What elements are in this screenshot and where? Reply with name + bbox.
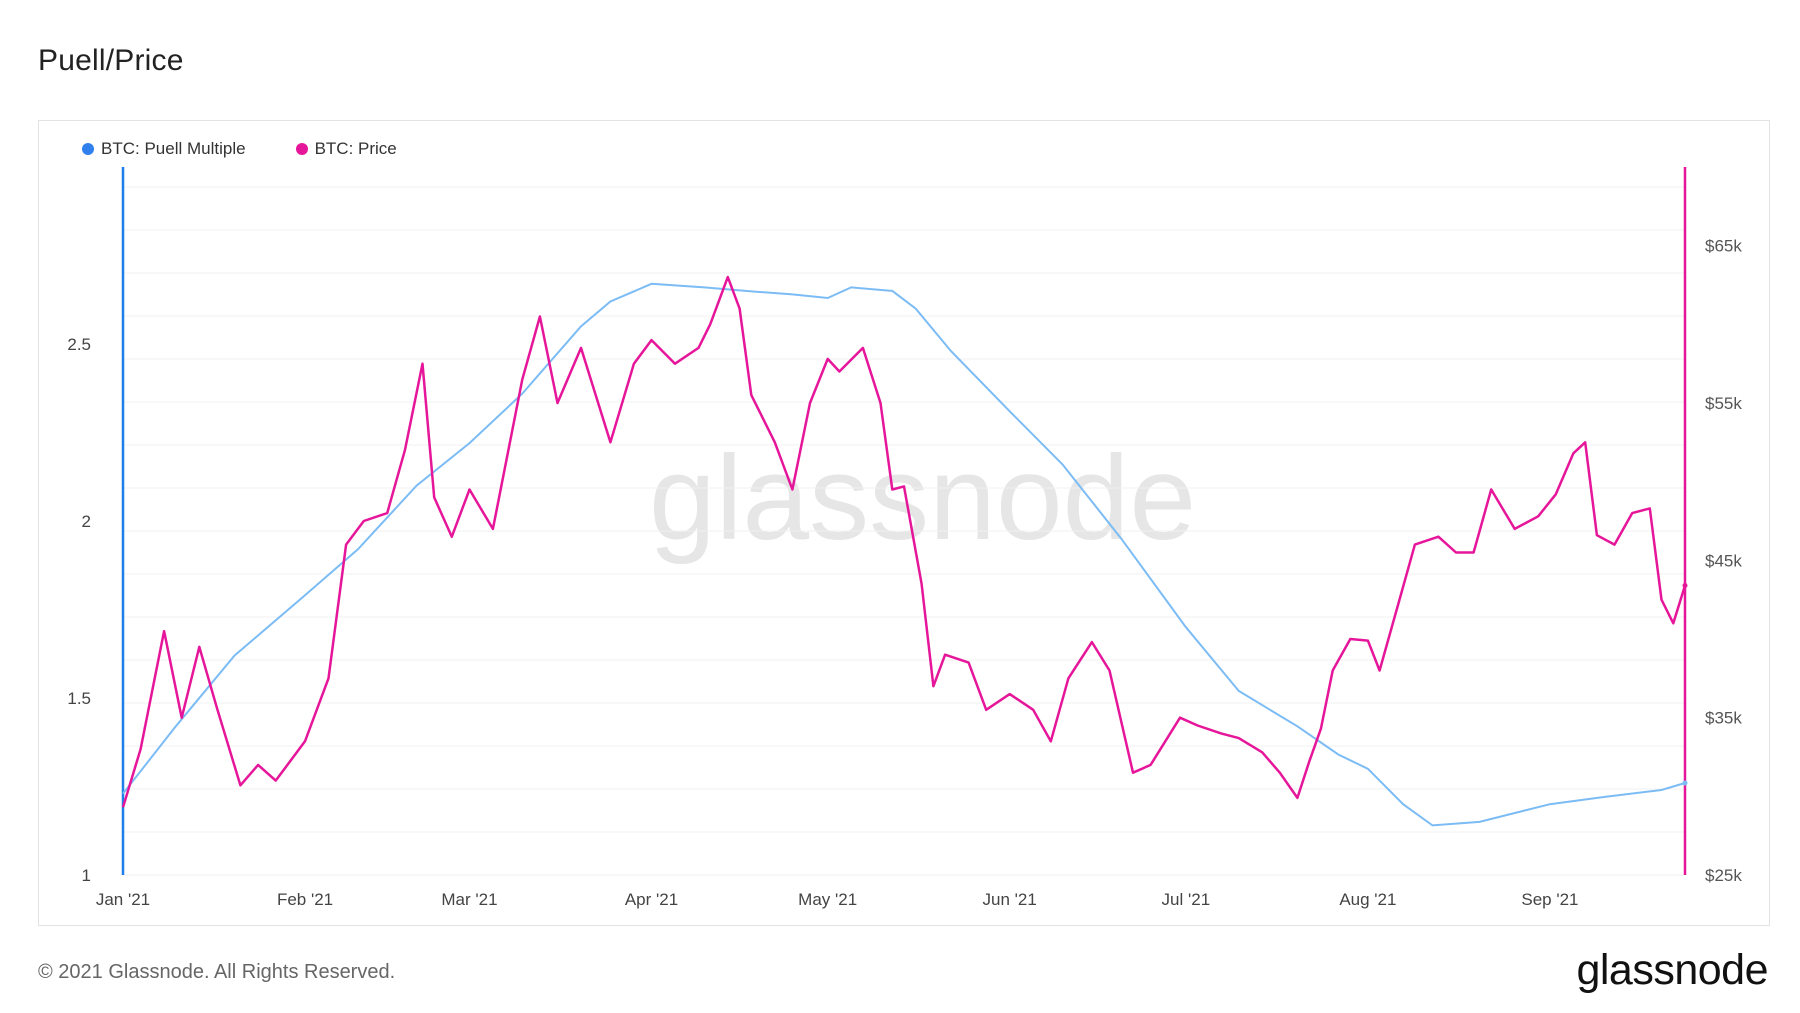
x-tick-label: Mar '21 <box>441 890 497 909</box>
y-right-tick-label: $65k <box>1705 237 1742 256</box>
y-right-tick-label: $35k <box>1705 709 1742 728</box>
x-tick-label: May '21 <box>798 890 857 909</box>
x-tick-label: Apr '21 <box>625 890 678 909</box>
legend-item-puell[interactable]: BTC: Puell Multiple <box>82 139 246 159</box>
legend-label-puell: BTC: Puell Multiple <box>101 139 246 158</box>
y-left-tick-label: 2 <box>82 512 91 531</box>
x-tick-label: Sep '21 <box>1521 890 1578 909</box>
series-line-puell-multiple <box>122 282 1686 827</box>
grid-lines <box>123 186 1685 876</box>
legend-dot-puell-icon <box>82 143 94 155</box>
x-tick-label: Jun '21 <box>983 890 1037 909</box>
page-title: Puell/Price <box>38 44 184 77</box>
legend-item-price[interactable]: BTC: Price <box>295 139 397 159</box>
glassnode-logo[interactable]: glassnode <box>1576 946 1768 994</box>
chart-legend: BTC: Puell Multiple BTC: Price <box>82 139 397 159</box>
series-line-btc-price <box>121 275 1687 808</box>
chart-panel: BTC: Puell Multiple BTC: Price glassnode… <box>38 120 1770 926</box>
chart-axes <box>121 167 1687 875</box>
chart-series <box>121 275 1688 827</box>
x-tick-label: Feb '21 <box>277 890 333 909</box>
series-point-puell-end <box>1682 780 1688 786</box>
axis-ticks: 1 1.5 2 2.5 $25k $35k $45k $55k $65k Jan '21 Feb '… <box>67 237 1742 909</box>
copyright-text: © 2021 Glassnode. All Rights Reserved. <box>38 961 396 983</box>
chart-plot-area: glassnode 1 1.5 2 2.5 $25k $35k $45k $55k $65k Ja… <box>67 167 1742 909</box>
y-right-tick-label: $55k <box>1705 394 1742 413</box>
y-left-tick-label: 1 <box>82 866 91 885</box>
y-left-tick-label: 2.5 <box>67 335 91 354</box>
y-right-tick-label: $45k <box>1705 551 1742 570</box>
y-right-tick-label: $25k <box>1705 866 1742 885</box>
y-left-tick-label: 1.5 <box>67 689 91 708</box>
x-tick-label: Jul '21 <box>1162 890 1211 909</box>
legend-label-price: BTC: Price <box>314 139 397 158</box>
series-point-price-end <box>1682 583 1688 589</box>
x-tick-label: Aug '21 <box>1339 890 1396 909</box>
watermark-text: glassnode <box>649 431 1196 565</box>
x-tick-label: Jan '21 <box>96 890 150 909</box>
legend-dot-price-icon <box>295 143 308 155</box>
